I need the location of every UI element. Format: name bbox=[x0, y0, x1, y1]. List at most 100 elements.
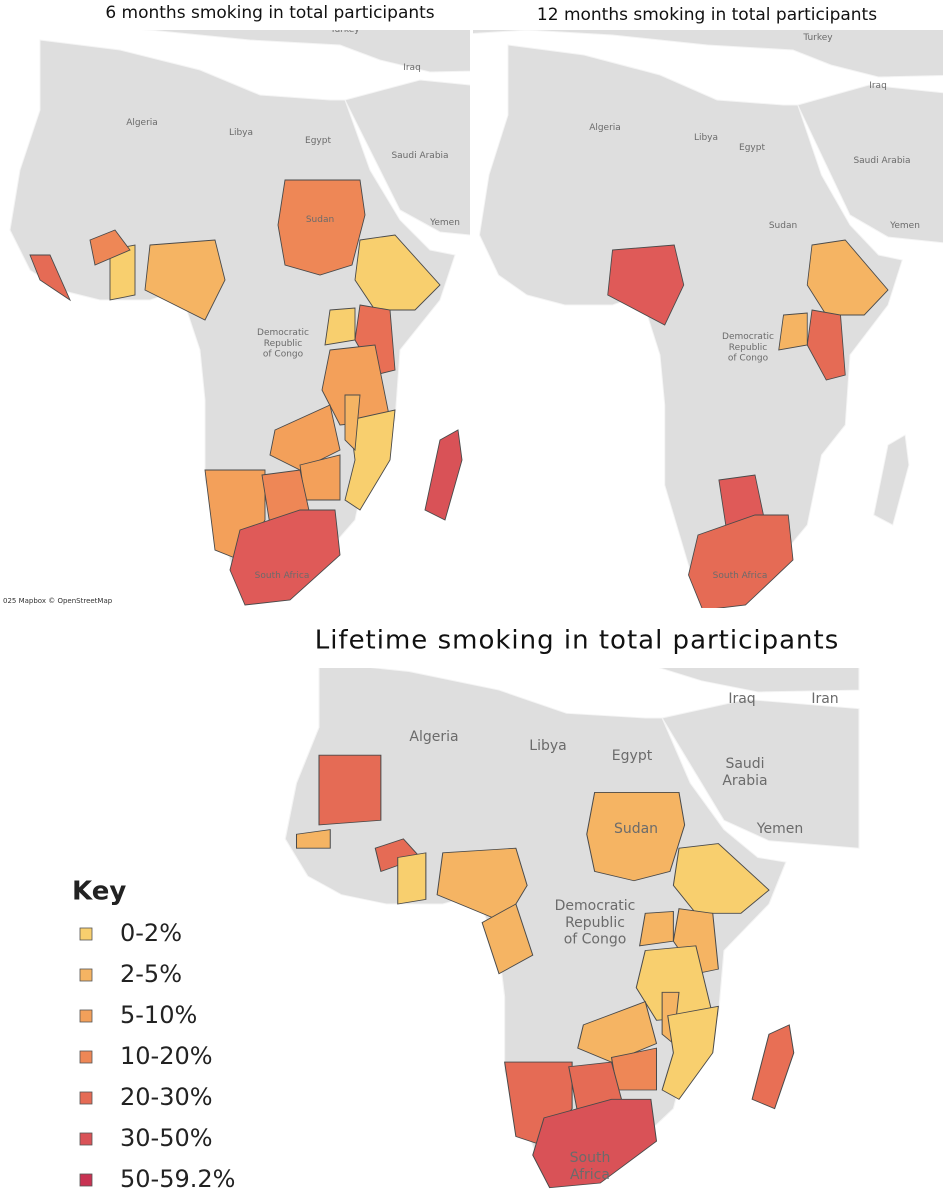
place-label: Sudan bbox=[614, 821, 658, 837]
place-label-line: Libya bbox=[229, 128, 253, 138]
place-label-line: Republic bbox=[565, 915, 625, 931]
place-label-line: Sudan bbox=[306, 215, 334, 225]
place-label: South Africa bbox=[570, 1150, 611, 1183]
place-label: Algeria bbox=[126, 118, 158, 128]
country bbox=[607, 244, 685, 326]
place-label-line: Africa bbox=[570, 1167, 610, 1183]
map-geometry bbox=[284, 668, 860, 1189]
place-label: Turkey bbox=[329, 25, 360, 35]
key-label: 30-50% bbox=[120, 1124, 213, 1152]
land bbox=[140, 30, 470, 73]
key-swatch bbox=[79, 968, 93, 982]
country bbox=[806, 309, 846, 381]
place-label: Democratic Republic of Congo bbox=[257, 328, 309, 360]
place-label: Yemen bbox=[756, 821, 803, 837]
place-label-line: Democratic bbox=[722, 332, 774, 342]
place-label-line: Saudi Arabia bbox=[853, 156, 910, 166]
country bbox=[144, 239, 226, 321]
place-label: Egypt bbox=[739, 143, 765, 153]
place-label-line: Iran bbox=[811, 691, 838, 707]
map-title: 12 months smoking in total participants bbox=[537, 5, 877, 25]
country bbox=[532, 1098, 658, 1189]
place-label-line: Iraq bbox=[869, 81, 887, 91]
country bbox=[29, 254, 72, 302]
key-label: 50-59.2% bbox=[120, 1165, 235, 1193]
place-label-line: Republic bbox=[729, 343, 768, 353]
key-title: Key bbox=[72, 877, 126, 907]
country bbox=[318, 754, 382, 826]
place-label-line: Democratic bbox=[257, 328, 309, 338]
place-label: Egypt bbox=[612, 748, 653, 764]
key-swatch bbox=[79, 1132, 93, 1146]
key-label: 2-5% bbox=[120, 960, 182, 988]
country bbox=[344, 394, 361, 451]
place-label: South Africa bbox=[255, 571, 310, 581]
country bbox=[229, 509, 341, 606]
place-label-line: Saudi Arabia bbox=[391, 151, 448, 161]
land bbox=[873, 434, 910, 526]
place-label: Iraq bbox=[869, 81, 887, 91]
place-label-line: Iraq bbox=[403, 63, 421, 73]
map: Turkey Iraq Algeria Libya Egypt Saudi Arabia S… bbox=[473, 30, 943, 608]
place-label: Turkey bbox=[802, 33, 833, 43]
place-label: Algeria bbox=[409, 729, 458, 745]
place-label-line: Libya bbox=[529, 738, 566, 754]
land bbox=[658, 668, 860, 693]
place-label-line: of Congo bbox=[263, 350, 304, 360]
key-swatch bbox=[79, 1009, 93, 1023]
place-label: Libya bbox=[229, 128, 253, 138]
place-label-line: Yemen bbox=[889, 221, 920, 231]
land bbox=[473, 30, 943, 78]
country bbox=[277, 179, 366, 276]
place-label: Libya bbox=[694, 133, 718, 143]
place-label: Democratic Republic of Congo bbox=[722, 332, 774, 364]
place-label: Egypt bbox=[305, 136, 331, 146]
place-label-line: Yemen bbox=[756, 821, 803, 837]
country bbox=[639, 910, 674, 947]
country bbox=[89, 229, 131, 266]
key-swatch bbox=[79, 1091, 93, 1105]
country bbox=[751, 1024, 795, 1110]
place-label-line: of Congo bbox=[728, 354, 769, 364]
map: Turkey Iraq Algeria Libya Egypt Saudi Arabia Y… bbox=[0, 25, 470, 608]
key-swatch bbox=[79, 927, 93, 941]
country bbox=[481, 903, 534, 975]
key-label: 10-20% bbox=[120, 1042, 213, 1070]
place-label-line: Egypt bbox=[612, 748, 653, 764]
country bbox=[661, 1005, 719, 1100]
place-label-line: Algeria bbox=[126, 118, 158, 128]
place-label-line: Egypt bbox=[739, 143, 765, 153]
place-label-line: Republic bbox=[264, 339, 303, 349]
country bbox=[778, 312, 808, 351]
country bbox=[688, 514, 794, 608]
place-label: Sudan bbox=[306, 215, 334, 225]
country bbox=[344, 409, 396, 511]
place-label-line: Turkey bbox=[329, 25, 360, 35]
key-label: 20-30% bbox=[120, 1083, 213, 1111]
map-title: 6 months smoking in total participants bbox=[105, 3, 434, 23]
map-geometry bbox=[473, 30, 943, 608]
place-label: Yemen bbox=[889, 221, 920, 231]
place-label: Saudi Arabia bbox=[722, 756, 767, 789]
place-label: Democratic Republic of Congo bbox=[555, 898, 636, 948]
map-title: Lifetime smoking in total participants bbox=[315, 626, 840, 656]
land bbox=[797, 84, 943, 244]
place-label-line: Libya bbox=[694, 133, 718, 143]
place-label-line: South bbox=[570, 1150, 611, 1166]
place-label-line: Yemen bbox=[429, 218, 460, 228]
country bbox=[397, 852, 427, 905]
attribution: 025 Mapbox © OpenStreetMap bbox=[3, 597, 113, 605]
place-label-line: Algeria bbox=[409, 729, 458, 745]
place-label: Iran bbox=[811, 691, 838, 707]
place-label-line: Egypt bbox=[305, 136, 331, 146]
key-label: 0-2% bbox=[120, 919, 182, 947]
place-label: Saudi Arabia bbox=[391, 151, 448, 161]
place-label-line: South Africa bbox=[713, 571, 768, 581]
land bbox=[344, 79, 470, 236]
place-label: Algeria bbox=[589, 123, 621, 133]
place-label-line: Turkey bbox=[802, 33, 833, 43]
country bbox=[295, 829, 331, 849]
map-geometry bbox=[9, 30, 470, 606]
key-swatch bbox=[79, 1050, 93, 1064]
